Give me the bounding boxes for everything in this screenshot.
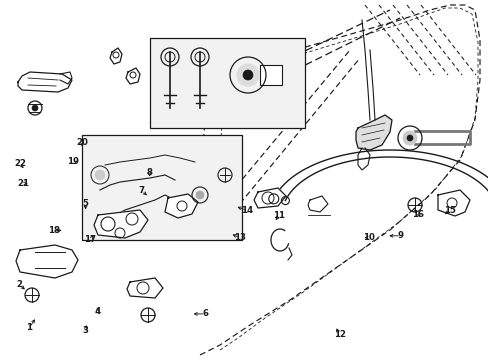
Text: 14: 14 xyxy=(241,206,252,215)
Bar xyxy=(150,38,305,128)
Text: 12: 12 xyxy=(333,330,345,339)
Text: 11: 11 xyxy=(272,211,284,220)
Polygon shape xyxy=(437,190,469,216)
Text: 2: 2 xyxy=(17,280,22,289)
Circle shape xyxy=(95,170,105,180)
Circle shape xyxy=(402,131,416,145)
Bar xyxy=(82,135,242,240)
Text: 4: 4 xyxy=(95,307,101,316)
Text: 8: 8 xyxy=(146,168,152,177)
Text: 20: 20 xyxy=(76,138,88,147)
Text: 10: 10 xyxy=(363,233,374,242)
Text: 16: 16 xyxy=(411,210,423,219)
Bar xyxy=(260,65,282,85)
Polygon shape xyxy=(253,188,285,208)
Text: 19: 19 xyxy=(67,158,79,166)
Polygon shape xyxy=(126,68,140,84)
Text: 1: 1 xyxy=(26,323,32,332)
Text: 22: 22 xyxy=(15,159,26,168)
Polygon shape xyxy=(16,245,78,278)
Text: 9: 9 xyxy=(397,231,403,240)
Polygon shape xyxy=(127,278,163,298)
Text: 21: 21 xyxy=(18,179,29,188)
Text: 17: 17 xyxy=(84,235,96,244)
Polygon shape xyxy=(110,48,122,64)
Text: 5: 5 xyxy=(82,199,88,208)
Text: 13: 13 xyxy=(233,233,245,242)
Polygon shape xyxy=(18,72,72,92)
Polygon shape xyxy=(355,115,391,150)
Text: 15: 15 xyxy=(443,206,455,215)
Circle shape xyxy=(406,135,412,141)
Circle shape xyxy=(32,105,38,111)
Circle shape xyxy=(237,64,259,86)
Text: 6: 6 xyxy=(202,310,208,319)
Text: 18: 18 xyxy=(48,226,60,235)
Polygon shape xyxy=(307,196,327,212)
Text: 7: 7 xyxy=(139,186,144,195)
Text: 3: 3 xyxy=(82,326,88,335)
Polygon shape xyxy=(94,210,148,238)
Circle shape xyxy=(196,191,203,199)
Polygon shape xyxy=(164,194,198,218)
Circle shape xyxy=(243,70,252,80)
